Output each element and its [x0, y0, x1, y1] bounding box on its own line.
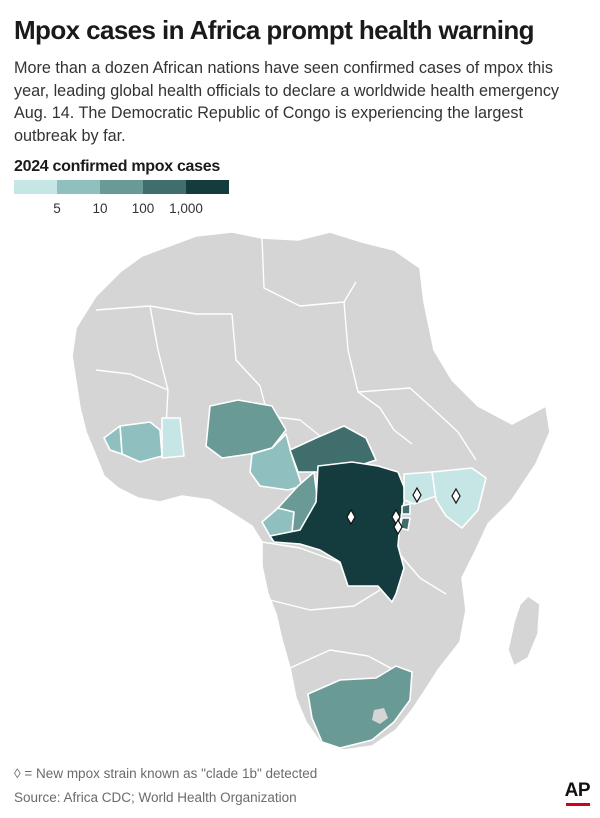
legend-swatch-5 [186, 180, 229, 194]
legend-tick-10: 10 [92, 201, 108, 216]
legend-swatch-3 [100, 180, 143, 194]
country-borders [95, 237, 477, 673]
legend-swatch-2 [57, 180, 100, 194]
clade-1b-marker-burundi [393, 518, 403, 536]
legend-swatch-1 [14, 180, 57, 194]
region-uganda [403, 471, 437, 505]
region-ivory-coast [119, 421, 163, 463]
region-south-africa [307, 665, 413, 749]
source-line: Source: Africa CDC; World Health Organiz… [14, 790, 297, 805]
region-drc [269, 461, 407, 603]
africa-map [0, 210, 600, 760]
legend-tick-5: 5 [53, 201, 61, 216]
region-liberia [103, 425, 123, 455]
legend-title: 2024 confirmed mpox cases [14, 158, 220, 175]
region-rwanda [401, 503, 411, 515]
region-central-african-republic [289, 425, 377, 473]
headline: Mpox cases in Africa prompt health warni… [14, 15, 535, 45]
clade-1b-marker-kenya [451, 487, 461, 505]
legend-tick-1000: 1,000 [169, 201, 203, 216]
legend-swatch-4 [143, 180, 186, 194]
clade-1b-marker-drc [346, 508, 356, 526]
legend-color-scale [14, 180, 229, 194]
lesotho [372, 708, 388, 724]
ap-logo: AP [564, 780, 591, 801]
clade-1b-marker-uganda [412, 486, 422, 504]
legend-tick-100: 100 [131, 201, 155, 216]
region-ghana [161, 417, 185, 459]
clade-1b-footnote: ◊ = New mpox strain known as "clade 1b" … [14, 766, 318, 781]
madagascar [507, 595, 541, 667]
ap-logo-underline [566, 803, 590, 806]
deck-text: More than a dozen African nations have s… [14, 59, 560, 145]
